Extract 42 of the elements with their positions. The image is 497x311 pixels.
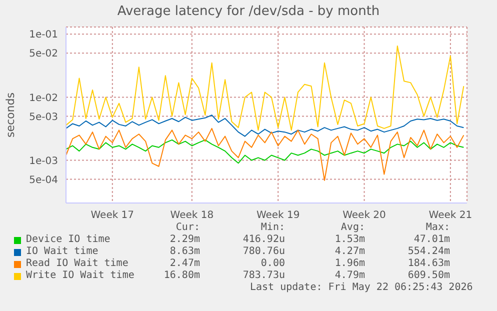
text: Min: — [260, 222, 285, 233]
legend-label: Read IO Wait time — [26, 258, 128, 269]
text: Last update: Fri May 22 06:25:43 2026 — [250, 282, 473, 293]
y-tick-label: 5e-02 — [29, 48, 58, 60]
text: 2.29m — [168, 234, 200, 245]
x-tick-label: Week 19 — [256, 210, 300, 222]
text: Max: — [424, 222, 450, 233]
text: Cur: — [174, 222, 200, 233]
x-tick-label: Week 18 — [170, 210, 214, 222]
y-axis-title: seconds — [4, 92, 17, 138]
line-series — [66, 139, 464, 164]
y-tick-label: 5e-03 — [29, 112, 58, 123]
text: 47.01m — [412, 234, 450, 245]
line-series — [66, 128, 464, 181]
text: 8.63m — [168, 246, 200, 257]
legend-label: Device IO time — [26, 234, 110, 245]
text: 416.92u — [242, 234, 285, 245]
text: 554.24m — [406, 246, 450, 257]
y-tick-label: 5e-04 — [29, 174, 58, 186]
x-tick-label: Week 17 — [90, 210, 134, 222]
text: 16.80m — [164, 270, 200, 281]
y-tick-label: 1e-03 — [29, 156, 58, 167]
text: 2.47m — [170, 258, 200, 269]
x-tick-label: Week 20 — [342, 210, 386, 222]
text: Avg: — [340, 222, 365, 233]
text: 780.76u — [242, 246, 285, 257]
legend-label: IO Wait time — [26, 246, 98, 257]
text: 184.63m — [406, 258, 450, 269]
text: 0.00 — [260, 258, 285, 269]
y-tick-label: 1e-02 — [29, 92, 58, 104]
line-series — [66, 45, 464, 131]
text: 4.79m — [334, 270, 365, 281]
text: 1.53m — [334, 234, 365, 245]
text: 1.96m — [334, 258, 365, 269]
text: 4.27m — [334, 246, 365, 257]
x-tick-label: Week 21 — [428, 210, 472, 222]
y-tick-label: 1e-01 — [29, 30, 58, 41]
legend-label: Write IO Wait time — [26, 270, 134, 281]
line-series — [66, 114, 464, 137]
text: 609.50m — [406, 270, 450, 281]
chart-title: Average latency for /dev/sda - by month — [116, 4, 381, 19]
text: 783.73u — [242, 270, 285, 281]
